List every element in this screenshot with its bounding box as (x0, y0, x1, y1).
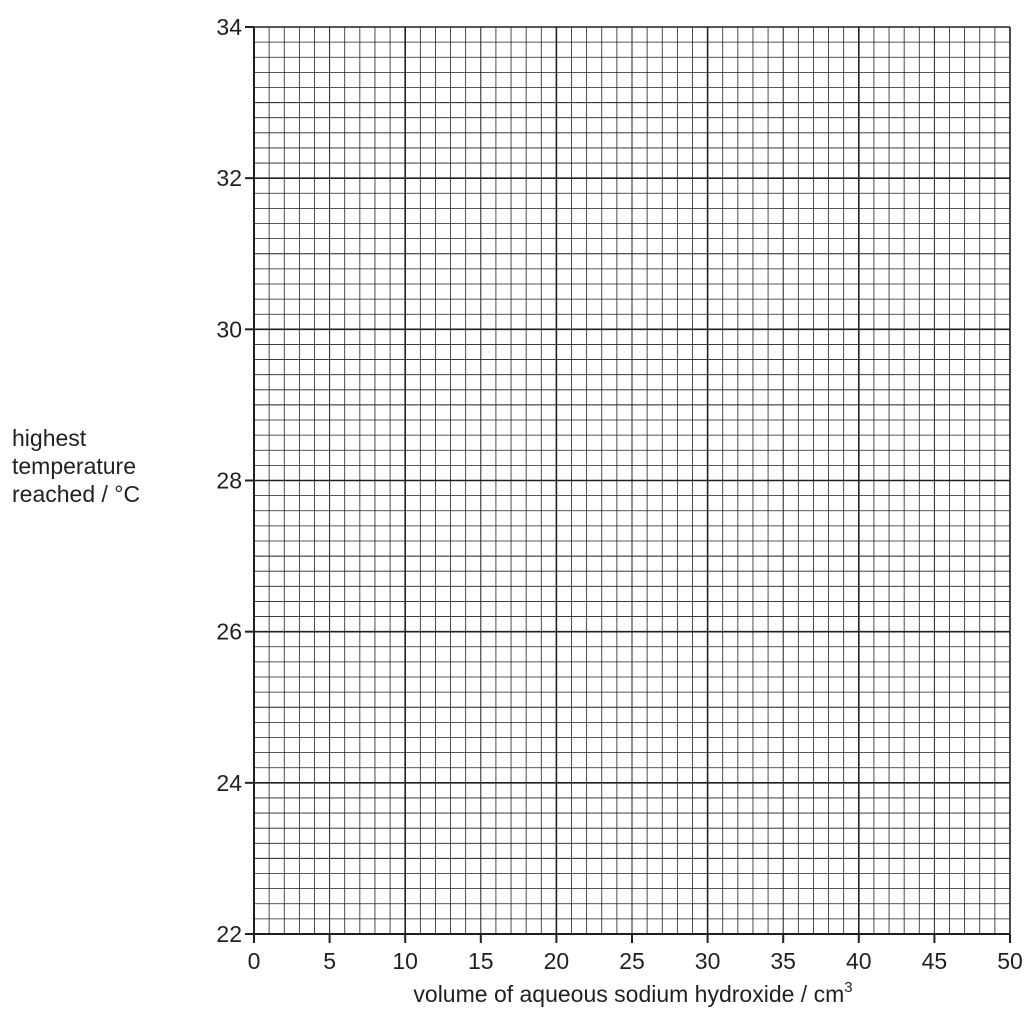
y-axis-label-line-3: reached / °C (12, 481, 141, 507)
y-axis-label: highest temperature reached / °C (12, 424, 140, 508)
x-axis-label: volume of aqueous sodium hydroxide / cm3 (413, 979, 852, 1007)
major-grid (253, 26, 1011, 935)
x-tick-label: 30 (695, 948, 721, 974)
x-axis-ticks: 0 5 10 15 20 25 30 35 40 45 50 (248, 934, 1023, 974)
y-tick-label: 22 (216, 921, 242, 947)
y-tick-label: 30 (216, 316, 242, 342)
y-tick-label: 34 (216, 14, 242, 40)
x-tick-label: 35 (770, 948, 796, 974)
x-tick-label: 25 (619, 948, 645, 974)
y-tick-label: 24 (216, 770, 242, 796)
x-tick-label: 15 (468, 948, 494, 974)
x-tick-label: 45 (922, 948, 948, 974)
y-tick-label: 32 (216, 165, 242, 191)
x-axis-label-text: volume of aqueous sodium hydroxide / cm (413, 981, 844, 1007)
x-axis-label-superscript: 3 (844, 979, 852, 996)
x-tick-label: 5 (323, 948, 336, 974)
y-tick-label: 28 (216, 468, 242, 494)
y-axis-ticks: 22 24 26 28 30 32 34 (216, 14, 254, 947)
x-tick-label: 50 (997, 948, 1023, 974)
x-tick-label: 20 (544, 948, 570, 974)
x-tick-label: 40 (846, 948, 872, 974)
x-tick-label: 10 (392, 948, 418, 974)
x-tick-label: 0 (248, 948, 261, 974)
y-axis-label-line-2: temperature (12, 453, 137, 479)
y-axis-label-line-1: highest (12, 425, 87, 451)
y-tick-label: 26 (216, 619, 242, 645)
